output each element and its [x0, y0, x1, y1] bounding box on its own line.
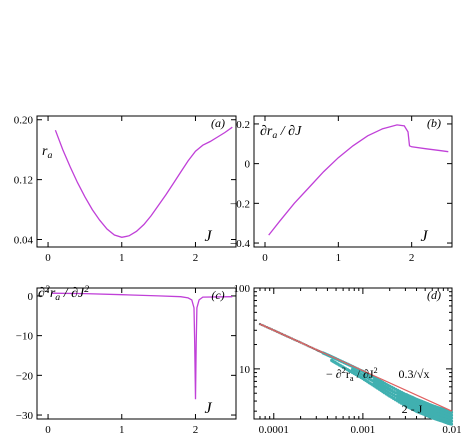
panel-label: (b)	[427, 116, 441, 130]
series-line	[51, 292, 233, 400]
data-annotation: − ∂2ra / ∂J2	[326, 366, 378, 383]
y-tick-label: 100	[234, 283, 251, 295]
panel-c: 0 1 2 0 −10 −20 −30 (c) J ∂2ra / ∂J2	[16, 284, 237, 436]
y-axis-label: ∂2ra / ∂J2	[38, 284, 89, 303]
panel-a: 0 1 2 0.04 0.12 0.20 (a) Jra	[14, 115, 237, 264]
x-axis-label: 2 - J	[402, 402, 423, 416]
plot-frame	[253, 115, 453, 248]
data-point	[449, 419, 454, 423]
y-tick-label: 0.2	[236, 119, 250, 131]
x-axis-label: J	[204, 228, 212, 245]
data-point	[449, 413, 454, 417]
panel-label: (c)	[211, 288, 224, 302]
data-point	[449, 410, 454, 414]
x-axis-label: J	[204, 400, 212, 417]
y-tick-label: −0.4	[230, 238, 250, 250]
x-tick-label: 2	[193, 252, 199, 264]
x-tick-label: 0	[45, 424, 51, 436]
fit-line	[259, 323, 453, 412]
series-line	[54, 126, 233, 238]
x-tick-label: 1	[119, 424, 125, 436]
x-tick-label: 2	[193, 424, 199, 436]
panel-label: (d)	[427, 288, 441, 302]
y-tick-label: 0.04	[14, 235, 34, 247]
y-tick-label: 0	[245, 159, 251, 171]
x-tick-label: 0.01	[442, 424, 461, 436]
x-tick-label: 1	[336, 252, 342, 264]
y-tick-label: −20	[16, 370, 34, 382]
plot-frame	[36, 115, 237, 248]
panel-d: 0.0001 0.001 0.01 10 100 (d) 0.3/√x − ∂2ra / ∂J…	[234, 283, 462, 436]
y-tick-label: 0.20	[14, 115, 34, 127]
y-tick-label: 10	[239, 364, 251, 376]
fit-annotation: 0.3/√x	[399, 367, 430, 381]
y-axis-label: ∂ra / ∂J	[260, 124, 302, 141]
plot-frame	[36, 287, 237, 420]
x-tick-label: 0	[262, 252, 268, 264]
x-tick-label: 2	[409, 252, 415, 264]
y-axis-label: ra	[42, 144, 52, 161]
y-tick-label: −30	[16, 410, 34, 422]
series-line	[268, 124, 449, 236]
data-point	[449, 416, 454, 420]
y-tick-label: −10	[16, 331, 34, 343]
panel-b: 0 1 2 −0.4 −0.2 0 0.2 (b) J ∂ra / ∂J	[230, 115, 453, 264]
x-tick-label: 0	[45, 252, 51, 264]
y-tick-label: −0.2	[230, 198, 250, 210]
panel-label: (a)	[211, 116, 225, 130]
x-tick-label: 0.001	[351, 424, 376, 436]
plot-frame	[253, 287, 453, 420]
y-tick-label: 0	[28, 291, 34, 303]
x-axis-label: J	[420, 228, 428, 245]
x-tick-label: 0.0001	[259, 424, 289, 436]
y-tick-label: 0.12	[14, 175, 33, 187]
x-tick-label: 1	[119, 252, 125, 264]
data-point	[449, 422, 454, 426]
